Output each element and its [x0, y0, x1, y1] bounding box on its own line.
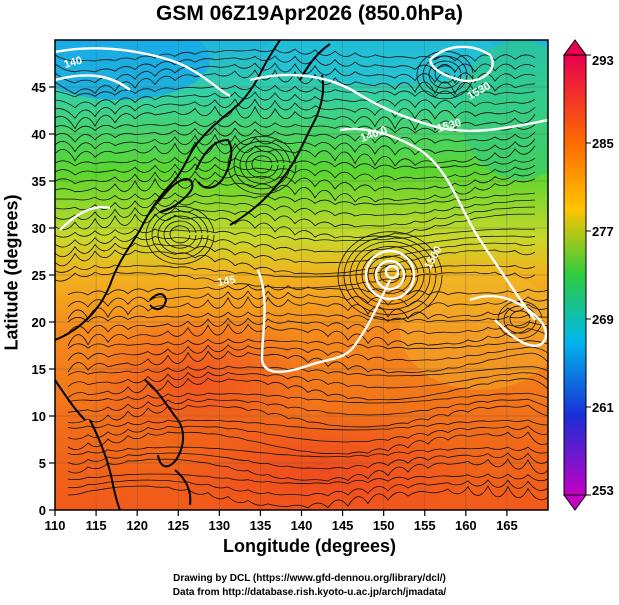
colorbar-label: 285	[592, 136, 614, 151]
wind-streamlines	[55, 48, 548, 509]
y-tick-label: 0	[39, 503, 46, 518]
contour-label: 145	[216, 274, 236, 289]
x-axis-label: Longitude (degrees)	[222, 536, 396, 556]
colorbar-bottom-arrow	[563, 494, 587, 511]
x-tick-label: 160	[455, 518, 477, 533]
x-tick-label: 120	[126, 518, 148, 533]
x-tick-label: 145	[332, 518, 354, 533]
colorbar-label: 253	[592, 483, 614, 498]
colorbar-label: 277	[592, 224, 614, 239]
y-tick-label: 40	[32, 127, 46, 142]
x-tick-label: 125	[167, 518, 189, 533]
colorbar-top-arrow	[563, 39, 587, 56]
y-tick-label: 30	[32, 221, 46, 236]
colorbar-label: 269	[592, 312, 614, 327]
y-tick-label: 35	[32, 174, 46, 189]
x-tick-label: 140	[291, 518, 313, 533]
x-tick-label: 130	[208, 518, 230, 533]
y-tick-label: 5	[39, 456, 46, 471]
y-tick-label: 20	[32, 315, 46, 330]
contour-label: 140	[63, 55, 84, 71]
y-tick-label: 10	[32, 409, 46, 424]
geopotential-contours	[55, 45, 548, 373]
y-axis-label: Latitude (degrees)	[1, 194, 22, 351]
map-title: GSM 06Z19Apr2026 (850.0hPa)	[156, 2, 463, 25]
colorbar-label: 293	[592, 53, 614, 68]
x-tick-label: 115	[86, 518, 107, 533]
x-tick-label: 165	[496, 518, 518, 533]
x-axis-ticks: 110 115 120 125 130 135 140 145 150 155 160 165	[45, 510, 518, 533]
x-tick-label: 110	[45, 518, 66, 533]
x-tick-label: 135	[250, 518, 272, 533]
colorbar-bar	[563, 54, 587, 496]
y-tick-label: 15	[32, 362, 46, 377]
credit-data: Data from http://database.rish.kyoto-u.a…	[172, 587, 447, 598]
x-tick-label: 150	[373, 518, 395, 533]
x-tick-label: 155	[414, 518, 436, 533]
colorbar: 293 285 277 269 261 253	[563, 39, 614, 511]
y-tick-label: 45	[32, 80, 46, 95]
colorbar-label: 261	[592, 400, 614, 415]
y-axis-ticks: 0 5 10 15 20 25 30 35 40 45	[32, 80, 55, 518]
y-tick-label: 25	[32, 268, 46, 283]
credit-drawing: Drawing by DCL (https://www.gfd-dennou.o…	[173, 573, 446, 584]
